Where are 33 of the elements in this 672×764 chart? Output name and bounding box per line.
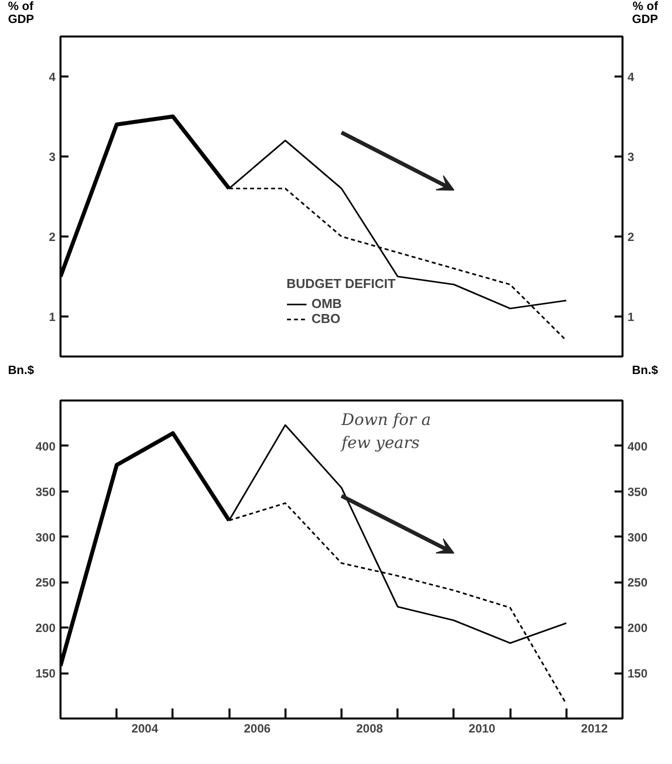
y-tick-label: 1: [48, 310, 56, 324]
y2-tick-label: 300: [628, 530, 648, 544]
y-tick-label: 3: [48, 150, 56, 164]
x-tick-label: 2004: [131, 722, 158, 736]
y-axis-title: Bn.$: [8, 363, 34, 377]
y-tick-label: 350: [35, 484, 56, 499]
y-tick-label: 2: [48, 230, 56, 244]
x-tick-label: 2006: [244, 722, 271, 736]
x-tick-label: 2012: [581, 722, 608, 736]
y2-tick-label: 250: [628, 576, 648, 590]
y2-tick-label: 4: [628, 70, 634, 84]
y2-axis-title: % of GDP: [632, 0, 658, 26]
x-tick-label: 2008: [356, 722, 384, 736]
y-tick-label: 400: [35, 439, 56, 454]
legend-title: BUDGET DEFICIT: [286, 276, 396, 291]
legend-label: OMB: [311, 296, 342, 311]
y2-tick-label: 200: [628, 621, 648, 636]
y2-tick-label: 400: [628, 439, 648, 454]
y-tick-label: 300: [35, 530, 56, 544]
y2-axis-title: Bn.$: [632, 363, 658, 377]
annotation: Down for a few years: [340, 410, 431, 452]
y2-tick-label: 1: [628, 310, 634, 324]
y-tick-label: 250: [35, 576, 56, 590]
legend-label: CBO: [311, 311, 340, 326]
x-tick-label: 2010: [468, 722, 496, 736]
y2-tick-label: 3: [628, 150, 634, 164]
y-axis-title: % of GDP: [8, 0, 34, 26]
y2-tick-label: 2: [628, 230, 634, 244]
y-tick-label: 4: [48, 70, 56, 84]
y2-tick-label: 350: [628, 484, 648, 499]
y-tick-label: 200: [35, 621, 56, 636]
y2-tick-label: 150: [628, 666, 648, 681]
y-tick-label: 150: [35, 666, 56, 681]
